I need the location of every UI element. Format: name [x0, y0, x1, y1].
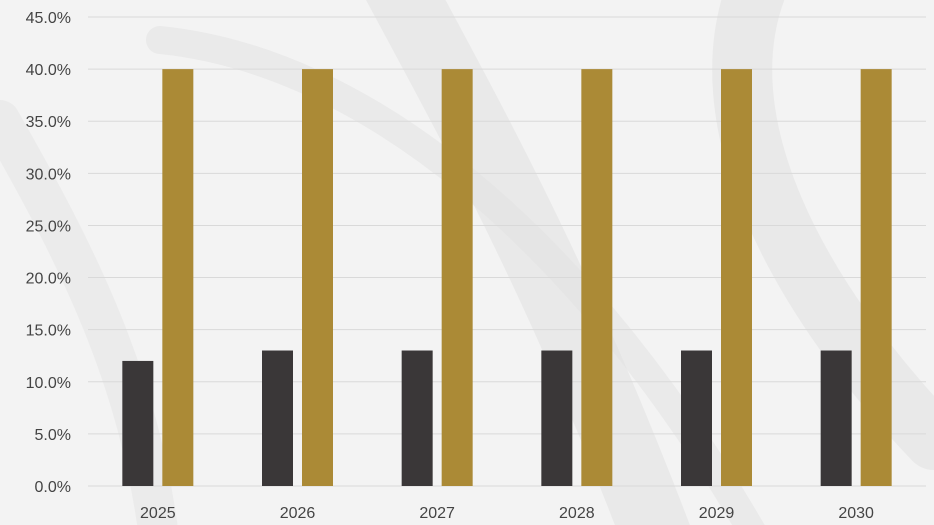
bar-2026-series-2: [302, 69, 333, 486]
y-tick-label: 45.0%: [26, 10, 71, 27]
gridlines: [88, 16, 926, 487]
bar-2025-series-1: [122, 360, 154, 486]
x-axis-labels: 2025 2026 2027 2028 2029 2030: [140, 505, 874, 522]
bar-2029-series-2: [721, 69, 752, 486]
x-tick-label: 2030: [838, 505, 874, 522]
bar-2026-series-1: [262, 350, 293, 486]
bar-2025-series-2: [162, 69, 194, 486]
bar-2028-series-2: [581, 69, 613, 486]
y-tick-label: 10.0%: [26, 375, 71, 392]
bar-2029-series-1: [681, 350, 712, 486]
x-tick-label: 2028: [559, 505, 595, 522]
y-tick-label: 25.0%: [26, 218, 71, 235]
y-tick-label: 5.0%: [35, 427, 71, 444]
y-tick-label: 40.0%: [26, 62, 71, 79]
bar-2028-series-1: [541, 350, 573, 486]
x-tick-label: 2026: [280, 505, 316, 522]
bars: [122, 69, 892, 486]
bar-2030-series-2: [860, 69, 892, 486]
bar-2027-series-1: [401, 350, 433, 486]
y-axis-labels: 0.0% 5.0% 10.0% 15.0% 20.0% 25.0% 30.0% 35.0% 40…: [26, 10, 71, 496]
y-tick-label: 15.0%: [26, 323, 71, 340]
y-tick-label: 20.0%: [26, 271, 71, 288]
y-tick-label: 0.0%: [35, 479, 71, 496]
y-tick-label: 35.0%: [26, 114, 71, 131]
x-tick-label: 2029: [699, 505, 735, 522]
x-tick-label: 2025: [140, 505, 176, 522]
y-tick-label: 30.0%: [26, 166, 71, 183]
bar-2030-series-1: [820, 350, 852, 486]
bar-2027-series-2: [441, 69, 473, 486]
x-tick-label: 2027: [419, 505, 455, 522]
